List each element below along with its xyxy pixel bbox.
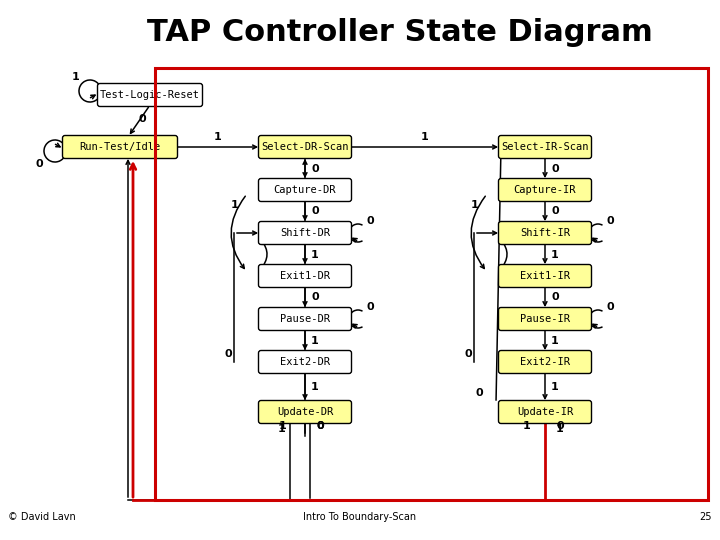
FancyBboxPatch shape — [97, 84, 202, 106]
Text: 1: 1 — [311, 249, 319, 260]
Text: Select-IR-Scan: Select-IR-Scan — [501, 142, 589, 152]
Text: 0: 0 — [311, 164, 319, 173]
Text: 0: 0 — [224, 349, 232, 359]
Text: Exit2-DR: Exit2-DR — [280, 357, 330, 367]
Text: © David Lavn: © David Lavn — [8, 512, 76, 522]
Text: 0: 0 — [316, 421, 324, 431]
Text: Capture-IR: Capture-IR — [514, 185, 576, 195]
Text: 1: 1 — [72, 72, 80, 82]
Text: 0: 0 — [464, 349, 472, 359]
Text: Test-Logic-Reset: Test-Logic-Reset — [100, 90, 200, 100]
FancyBboxPatch shape — [258, 265, 351, 287]
Text: Shift-IR: Shift-IR — [520, 228, 570, 238]
Text: Exit1-IR: Exit1-IR — [520, 271, 570, 281]
FancyBboxPatch shape — [498, 350, 592, 374]
Text: 0: 0 — [552, 206, 559, 217]
Text: 1: 1 — [551, 249, 559, 260]
Text: 0: 0 — [552, 164, 559, 173]
Text: Run-Test/Idle: Run-Test/Idle — [79, 142, 161, 152]
Text: Intro To Boundary-Scan: Intro To Boundary-Scan — [303, 512, 417, 522]
Text: Capture-DR: Capture-DR — [274, 185, 336, 195]
Text: Update-DR: Update-DR — [277, 407, 333, 417]
FancyBboxPatch shape — [258, 307, 351, 330]
Text: 0: 0 — [366, 302, 374, 312]
Text: 0: 0 — [556, 421, 564, 431]
Text: 1: 1 — [421, 132, 429, 142]
FancyBboxPatch shape — [498, 307, 592, 330]
Text: 1: 1 — [551, 382, 559, 392]
Text: Shift-DR: Shift-DR — [280, 228, 330, 238]
Text: Exit2-IR: Exit2-IR — [520, 357, 570, 367]
FancyBboxPatch shape — [498, 401, 592, 423]
Text: Exit1-DR: Exit1-DR — [280, 271, 330, 281]
Text: 0: 0 — [316, 421, 324, 431]
Text: 1: 1 — [471, 200, 479, 210]
Text: Pause-DR: Pause-DR — [280, 314, 330, 324]
FancyBboxPatch shape — [258, 221, 351, 245]
Text: 1: 1 — [278, 424, 286, 434]
Text: 1: 1 — [556, 424, 564, 434]
Text: TAP Controller State Diagram: TAP Controller State Diagram — [147, 18, 653, 47]
FancyBboxPatch shape — [258, 350, 351, 374]
Text: 1: 1 — [311, 382, 319, 392]
Text: 0: 0 — [311, 206, 319, 217]
FancyBboxPatch shape — [498, 136, 592, 159]
Text: 1: 1 — [551, 335, 559, 346]
Text: 1: 1 — [279, 421, 287, 431]
Text: 1: 1 — [311, 335, 319, 346]
Text: 0: 0 — [138, 114, 146, 124]
FancyBboxPatch shape — [498, 179, 592, 201]
Bar — [155, 68, 708, 500]
Text: 1: 1 — [214, 132, 222, 142]
Text: Update-IR: Update-IR — [517, 407, 573, 417]
FancyBboxPatch shape — [498, 265, 592, 287]
FancyBboxPatch shape — [258, 136, 351, 159]
FancyBboxPatch shape — [258, 401, 351, 423]
Text: 0: 0 — [552, 293, 559, 302]
Text: 0: 0 — [311, 293, 319, 302]
Text: Pause-IR: Pause-IR — [520, 314, 570, 324]
FancyBboxPatch shape — [258, 179, 351, 201]
Text: 25: 25 — [700, 512, 712, 522]
Text: 1: 1 — [231, 200, 239, 210]
FancyBboxPatch shape — [63, 136, 178, 159]
Text: 0: 0 — [606, 216, 614, 226]
Text: 1: 1 — [523, 421, 531, 431]
Text: Select-DR-Scan: Select-DR-Scan — [261, 142, 348, 152]
Text: 0: 0 — [475, 388, 483, 398]
Text: 0: 0 — [366, 216, 374, 226]
FancyBboxPatch shape — [498, 221, 592, 245]
Text: 0: 0 — [606, 302, 614, 312]
Text: 0: 0 — [35, 159, 42, 169]
